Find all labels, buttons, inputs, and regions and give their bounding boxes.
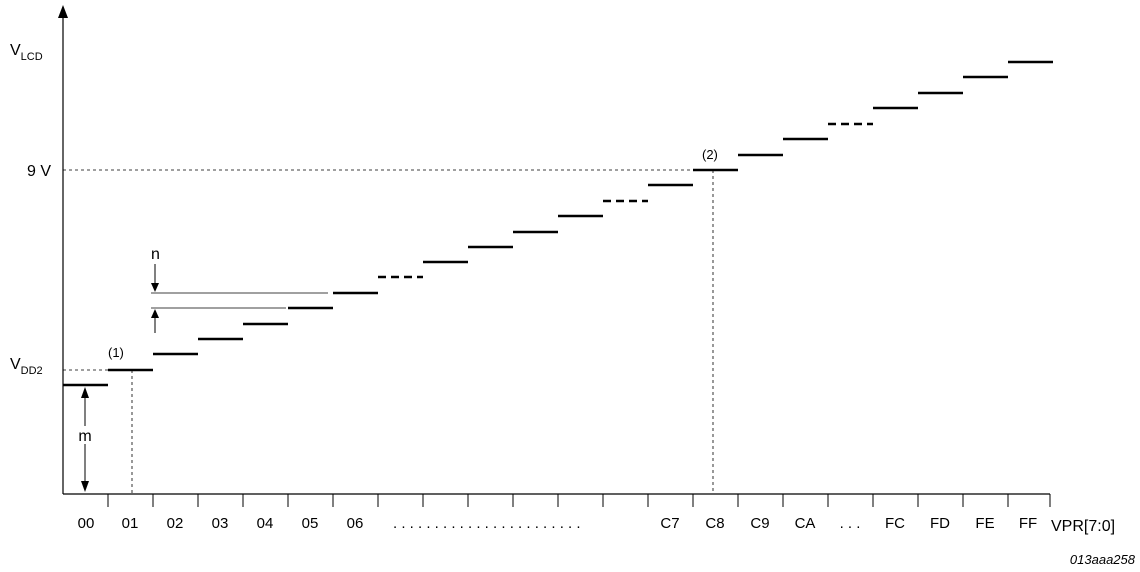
x-code-04: 04: [257, 515, 274, 532]
x-code-ca: CA: [795, 515, 816, 532]
figure-id: 013aaa258: [1070, 552, 1136, 567]
x-tick-marks: [107, 494, 1051, 507]
x-code-fc: FC: [885, 515, 905, 532]
m-label: m: [78, 428, 91, 445]
offset-annotation: m: [76, 387, 94, 492]
x-code-06: 06: [347, 515, 364, 532]
x-code-fd: FD: [930, 515, 950, 532]
x-code-ff: FF: [1019, 515, 1037, 532]
m-arrow-up-head: [81, 387, 89, 398]
vdd2-label: VDD2: [10, 356, 43, 377]
y-labels: VLCD 9 V VDD2: [10, 42, 51, 377]
step-size-annotation: n: [151, 246, 328, 333]
n-arrow-up-head: [151, 309, 159, 318]
m-arrow-down-head: [81, 481, 89, 492]
reference-lines: [63, 169, 714, 494]
x-code-c9: C9: [750, 515, 769, 532]
x-code-fe: FE: [975, 515, 994, 532]
axes: [58, 5, 1050, 495]
x-axis-title: VPR[7:0]: [1051, 518, 1115, 535]
x-ellipsis-short: . . .: [840, 515, 861, 532]
x-code-c8: C8: [705, 515, 724, 532]
x-code-00: 00: [78, 515, 95, 532]
note-2-label: (2): [702, 147, 718, 162]
x-code-c7: C7: [660, 515, 679, 532]
n-arrow-down-head: [151, 283, 159, 292]
y-axis-arrowhead: [58, 5, 68, 18]
x-tick-labels: 00 01 02 03 04 05 06 . . . . . . . . . .…: [78, 515, 1115, 535]
step-levels: [63, 60, 1053, 387]
x-code-02: 02: [167, 515, 184, 532]
vlcd-label: VLCD: [10, 42, 43, 63]
n-label: n: [151, 246, 160, 263]
x-code-01: 01: [122, 515, 139, 532]
x-code-05: 05: [302, 515, 319, 532]
x-code-03: 03: [212, 515, 229, 532]
x-ellipsis-long: . . . . . . . . . . . . . . . . . . . . …: [393, 515, 581, 532]
nine-volt-label: 9 V: [27, 163, 51, 180]
note-1-label: (1): [108, 345, 124, 360]
